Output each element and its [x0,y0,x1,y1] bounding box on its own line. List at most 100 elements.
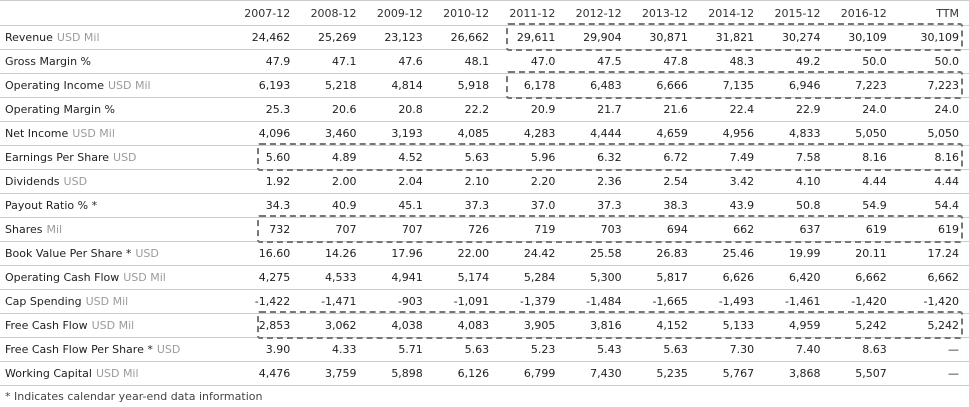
cell-working-capital-2007-12: 4,476 [258,367,291,380]
cell-payout-ratio-2007-12: 34.3 [265,199,291,212]
cell-payout-ratio-ttm: 54.4 [934,199,960,212]
footnote: * Indicates calendar year-end data infor… [0,385,969,407]
cell-operating-cash-flow-2016-12: 6,662 [855,271,887,284]
cell-operating-income-2012-12: 6,483 [590,79,622,92]
cell-payout-ratio-2008-12: 40.9 [332,199,357,212]
cell-dividends-2008-12: 2.00 [332,175,357,188]
row-label: Earnings Per Share USD [0,151,240,164]
cell-cap-spending-2015-12: -1,461 [784,295,821,308]
row-label-text: Operating Income [5,79,104,92]
table-row-book-value-per-share: Book Value Per Share * USD 16.60 14.26 17.96… [0,241,969,265]
cell-shares-2016-12: 619 [865,223,887,236]
cell-earnings-per-share-2012-12: 6.32 [597,151,622,164]
cell-free-cash-flow-2011-12: 3,905 [523,319,556,332]
cell-earnings-per-share-ttm: 8.16 [934,151,960,164]
cell-net-income-2011-12: 4,283 [523,127,556,140]
column-header-2013-12: 2013-12 [641,6,688,20]
cell-earnings-per-share-2016-12: 8.16 [862,151,887,164]
cell-revenue-2010-12: 26,662 [450,31,490,44]
cell-cap-spending-2010-12: -1,091 [453,295,490,308]
cell-working-capital-2013-12: 5,235 [656,367,688,380]
cell-working-capital-2011-12: 6,799 [523,367,556,380]
cell-net-income-2016-12: 5,050 [855,127,887,140]
cell-free-cash-flow-2014-12: 5,133 [722,319,755,332]
cell-operating-margin-2016-12: 24.0 [862,103,887,116]
cell-cap-spending-ttm: -1,420 [923,295,959,308]
cell-cap-spending-2007-12: -1,422 [254,295,291,308]
cell-earnings-per-share-2014-12: 7.49 [729,151,755,164]
table-row-free-cash-flow-per-share: Free Cash Flow Per Share * USD 3.90 4.33 5.7… [0,337,969,361]
row-unit-text: USD [63,175,88,188]
cell-gross-margin-2010-12: 48.1 [464,55,490,68]
cell-operating-cash-flow-2012-12: 5,300 [590,271,622,284]
cell-payout-ratio-2009-12: 45.1 [398,199,423,212]
table-row-operating-cash-flow: Operating Cash Flow USD Mil 4,275 4,533 4,94… [0,265,969,289]
cell-free-cash-flow-per-share-2009-12: 5.71 [398,343,423,356]
cell-dividends-2013-12: 2.54 [663,175,688,188]
cell-net-income-2008-12: 3,460 [325,127,357,140]
cell-book-value-per-share-2014-12: 25.46 [722,247,755,260]
row-label: Operating Margin % [0,103,240,116]
table-row-free-cash-flow: Free Cash Flow USD Mil 2,853 3,062 4,038 4,08… [0,313,969,337]
cell-operating-margin-2013-12: 21.6 [663,103,688,116]
cell-operating-income-2016-12: 7,223 [855,79,887,92]
cell-payout-ratio-2011-12: 37.0 [530,199,556,212]
cell-cap-spending-2012-12: -1,484 [586,295,622,308]
cell-working-capital-2016-12: 5,507 [855,367,887,380]
cell-working-capital-2010-12: 6,126 [457,367,490,380]
row-unit-text: USD Mil [85,295,129,308]
table-row-working-capital: Working Capital USD Mil 4,476 3,759 5,898 6,1… [0,361,969,385]
column-header-2012-12: 2012-12 [575,6,622,20]
row-label: Payout Ratio % * [0,199,240,212]
cell-payout-ratio-2010-12: 37.3 [464,199,490,212]
row-label-text: Shares [5,223,43,236]
cell-free-cash-flow-per-share-ttm: — [948,343,959,356]
column-header-2014-12: 2014-12 [708,6,755,20]
cell-operating-income-2007-12: 6,193 [258,79,291,92]
cell-earnings-per-share-2009-12: 4.52 [398,151,423,164]
row-label: Cap Spending USD Mil [0,295,240,308]
cell-operating-income-ttm: 7,223 [927,79,960,92]
column-header-2011-12: 2011-12 [509,6,556,20]
cell-book-value-per-share-2009-12: 17.96 [391,247,423,260]
row-unit-text: USD Mil [56,31,100,44]
cell-operating-cash-flow-2009-12: 4,941 [391,271,423,284]
cell-free-cash-flow-2013-12: 4,152 [656,319,688,332]
row-label: Working Capital USD Mil [0,367,240,380]
cell-free-cash-flow-2008-12: 3,062 [325,319,357,332]
cell-cap-spending-2014-12: -1,493 [718,295,755,308]
row-unit-text: USD [135,247,159,260]
cell-gross-margin-ttm: 50.0 [934,55,960,68]
row-label: Book Value Per Share * USD [0,247,240,260]
cell-free-cash-flow-2012-12: 3,816 [590,319,622,332]
cell-revenue-2012-12: 29,904 [583,31,622,44]
cell-operating-margin-2010-12: 22.2 [464,103,490,116]
row-label: Operating Cash Flow USD Mil [0,271,240,284]
table-row-earnings-per-share: Earnings Per Share USD 5.60 4.89 4.52 5.63 5.9… [0,145,969,169]
table-row-gross-margin: Gross Margin % 47.9 47.1 47.6 48.1 47.0 47.5 47… [0,49,969,73]
column-header-2015-12: 2015-12 [774,6,821,20]
cell-working-capital-2014-12: 5,767 [722,367,755,380]
table-row-operating-margin: Operating Margin % 25.3 20.6 20.8 22.2 20.9 21… [0,97,969,121]
row-label: Gross Margin % [0,55,240,68]
cell-free-cash-flow-per-share-2007-12: 3.90 [265,343,291,356]
cell-gross-margin-2014-12: 48.3 [729,55,755,68]
cell-net-income-ttm: 5,050 [927,127,960,140]
cell-payout-ratio-2012-12: 37.3 [597,199,622,212]
cell-operating-income-2008-12: 5,218 [325,79,357,92]
row-label-text: Book Value Per Share * [5,247,132,260]
cell-book-value-per-share-2008-12: 14.26 [325,247,357,260]
row-label-text: Payout Ratio % * [5,199,98,212]
cell-free-cash-flow-2016-12: 5,242 [855,319,887,332]
row-label: Dividends USD [0,175,240,188]
cell-book-value-per-share-2010-12: 22.00 [457,247,490,260]
cell-free-cash-flow-per-share-2015-12: 7.40 [795,343,821,356]
row-label: Free Cash Flow USD Mil [0,319,240,332]
cell-free-cash-flow-per-share-2008-12: 4.33 [332,343,357,356]
row-unit-text: USD [156,343,181,356]
cell-free-cash-flow-ttm: 5,242 [927,319,960,332]
cell-operating-income-2010-12: 5,918 [457,79,490,92]
cell-payout-ratio-2016-12: 54.9 [862,199,887,212]
cell-cap-spending-2011-12: -1,379 [519,295,556,308]
